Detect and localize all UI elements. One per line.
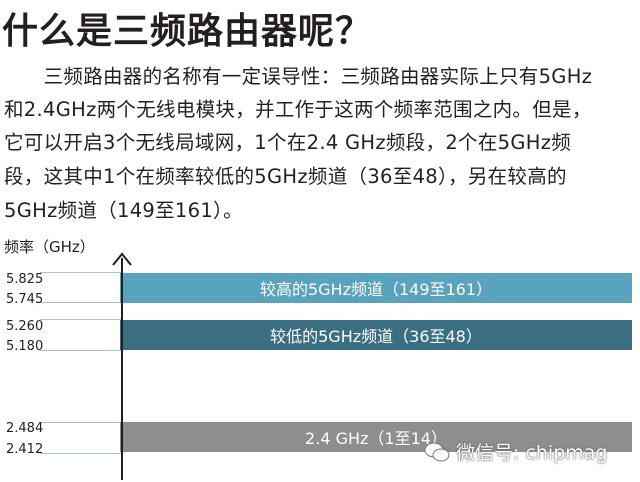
tick-line bbox=[40, 319, 122, 320]
frequency-axis bbox=[121, 258, 123, 480]
tick-line bbox=[40, 350, 122, 351]
tick-label: 5.825 bbox=[6, 272, 44, 287]
paragraph-line: 三频路由器的名称有一定误导性：三频路由器实际上只有5GHz bbox=[4, 65, 593, 88]
axis-arrow-icon bbox=[112, 252, 132, 266]
band-label: 2.4 GHz（1至14） bbox=[305, 429, 447, 448]
band-label: 较高的5GHz频道（149至161） bbox=[259, 280, 493, 299]
paragraph-line: 5GHz频道（149至161）。 bbox=[4, 199, 243, 222]
tick-line bbox=[40, 453, 122, 454]
band-label: 较低的5GHz频道（36至48） bbox=[270, 327, 482, 346]
paragraph-line: 它可以开启3个无线局域网，1个在2.4 GHz频段，2个在5GHz频 bbox=[4, 131, 572, 154]
tick-label: 5.180 bbox=[6, 339, 44, 354]
band-lower-5ghz: 较低的5GHz频道（36至48） bbox=[120, 320, 632, 350]
band-2-4ghz: 2.4 GHz（1至14） bbox=[120, 422, 632, 452]
tick-line bbox=[40, 272, 122, 273]
watermark: 微信号: chipmag bbox=[424, 438, 607, 465]
page-title: 什么是三频路由器呢？ bbox=[2, 11, 373, 52]
tick-line bbox=[40, 302, 122, 303]
tick-line bbox=[40, 422, 122, 423]
tick-label: 2.412 bbox=[6, 442, 44, 457]
paragraph-line: 段，这其中1个在频率较低的5GHz频道（36至48），另在较高的 bbox=[4, 165, 567, 188]
tick-label: 5.260 bbox=[6, 319, 44, 334]
tick-label: 5.745 bbox=[6, 292, 44, 307]
tick-label: 2.484 bbox=[6, 421, 44, 436]
watermark-text: 微信号: chipmag bbox=[456, 442, 608, 464]
wechat-icon bbox=[424, 442, 450, 461]
axis-label: 频率（GHz） bbox=[4, 238, 95, 256]
band-upper-5ghz: 较高的5GHz频道（149至161） bbox=[120, 273, 632, 303]
paragraph-line: 和2.4GHz两个无线电模块，并工作于这两个频率范围之内。但是， bbox=[4, 98, 592, 121]
